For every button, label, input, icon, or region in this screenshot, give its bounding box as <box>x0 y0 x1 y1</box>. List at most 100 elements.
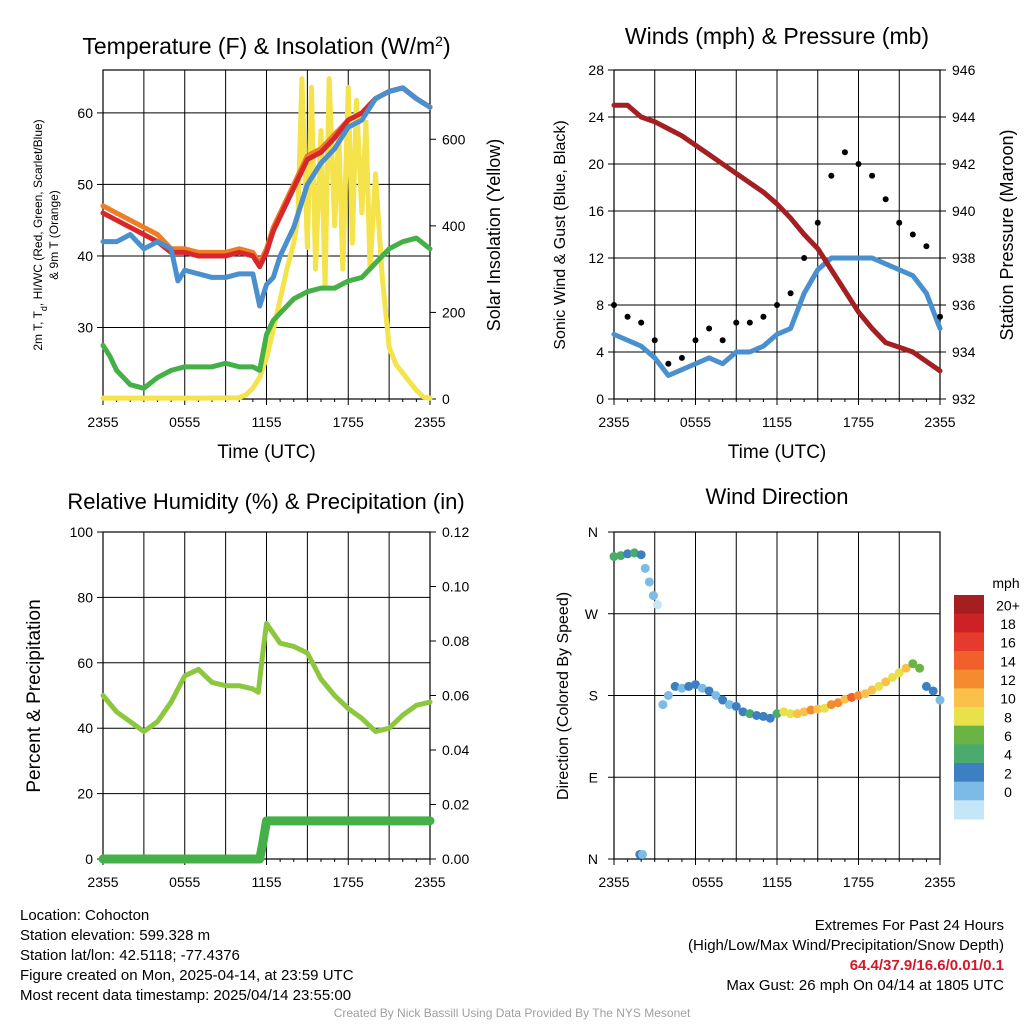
rh-xtick-label: 0555 <box>169 874 200 890</box>
wind-series-point <box>801 255 808 261</box>
wind-series-point <box>624 313 631 320</box>
dir-point <box>806 705 816 715</box>
rh-series-line <box>98 816 435 864</box>
wind-series-point <box>760 313 767 320</box>
wind-ytick-label: 4 <box>596 344 604 360</box>
colorbar-swatch <box>954 651 984 671</box>
colorbar-swatch <box>954 781 984 801</box>
dir-point <box>658 700 668 710</box>
rh-xtick-label: 1755 <box>333 874 364 890</box>
max-gust-text: Max Gust: 26 mph On 04/14 at 1805 UTC <box>726 977 1004 994</box>
dir-point <box>826 700 836 710</box>
temp-y2tick-label: 0 <box>442 391 450 407</box>
wind-series-point <box>909 231 916 238</box>
temp-ytick-label: 40 <box>77 248 93 264</box>
rh-series-line <box>100 621 433 734</box>
dir-point <box>847 692 857 702</box>
temp-series-line <box>100 76 433 401</box>
temp-series-line <box>100 85 433 309</box>
wind-xtick-label: 1155 <box>762 414 792 430</box>
rh-y2tick-label: 0.10 <box>442 579 469 595</box>
colorbar-swatch <box>954 595 984 615</box>
dir-point <box>711 691 721 700</box>
wind-ytick-label: 20 <box>588 156 604 172</box>
wind-series-line <box>611 102 943 374</box>
rh-title: Relative Humidity (%) & Precipitation (i… <box>67 489 464 514</box>
dir-xtick-label: 1155 <box>762 874 792 890</box>
rh-y2tick-label: 0.12 <box>442 524 469 540</box>
dir-point <box>718 695 728 705</box>
credit-text: Created By Nick Bassill Using Data Provi… <box>333 1006 691 1020</box>
wind-series-point <box>828 172 835 179</box>
temp-ytick-label: 60 <box>77 105 93 121</box>
dir-point <box>616 551 626 561</box>
rh-xtick-label: 2355 <box>87 874 118 890</box>
rh-ytick-label: 60 <box>77 655 93 671</box>
rh-ytick-label: 0 <box>85 851 93 867</box>
dir-point <box>772 709 782 719</box>
wind-series-point <box>774 302 780 308</box>
dir-point <box>663 691 673 700</box>
wind-series-point <box>665 360 672 367</box>
wind-xtick-label: 1755 <box>843 414 874 430</box>
dir-point <box>908 659 918 669</box>
dir-point <box>648 591 658 601</box>
dir-point <box>887 672 897 682</box>
dir-point <box>644 577 654 587</box>
colorbar-title: mph <box>992 575 1019 591</box>
wind-series-point <box>882 196 889 203</box>
wind-ytick-label: 16 <box>588 203 604 219</box>
dir-point <box>901 663 911 673</box>
rh-xtick-label: 1155 <box>251 874 281 890</box>
rh-ylabel: Percent & Precipitation <box>24 599 45 792</box>
temp-ylabel-2: & 9m T (Orange) <box>47 190 61 280</box>
colorbar-label: 4 <box>1004 747 1012 763</box>
wind-y2tick-label: 944 <box>952 109 976 125</box>
rh-y2tick-label: 0.06 <box>442 688 469 704</box>
dir-point <box>704 686 714 696</box>
colorbar-label: 16 <box>1000 635 1016 651</box>
dir-point <box>915 663 925 673</box>
dir-ytick-label: E <box>589 769 598 785</box>
wind-y2label: Station Pressure (Maroon) <box>997 129 1017 340</box>
colorbar-label: 14 <box>1000 653 1016 669</box>
dir-point <box>652 600 662 610</box>
dir-xtick-label: 2355 <box>598 874 629 890</box>
temp-xtick-label: 2355 <box>414 414 445 430</box>
dir-point <box>623 549 633 559</box>
wind-series-point <box>651 337 658 344</box>
extremes-values: 64.4/37.9/16.6/0.01/0.1 <box>849 957 1004 974</box>
wind-ytick-label: 8 <box>596 297 604 313</box>
wind-ytick-label: 24 <box>588 109 604 125</box>
dir-point <box>820 703 830 713</box>
elevation-text: Station elevation: 599.328 m <box>20 927 211 944</box>
wind-y2tick-label: 942 <box>952 156 976 172</box>
colorbar-label: 0 <box>1004 784 1012 800</box>
temp-xtick-label: 0555 <box>169 414 200 430</box>
wind-series-point <box>814 219 821 226</box>
wind-xtick-label: 0555 <box>680 414 711 430</box>
dir-point <box>670 681 680 691</box>
rh-xtick-label: 2355 <box>414 874 445 890</box>
latlon-text: Station lat/lon: 42.5118; -77.4376 <box>20 947 240 964</box>
dir-xtick-label: 0555 <box>692 874 723 890</box>
dir-point <box>860 689 870 699</box>
dir-point <box>854 691 863 700</box>
colorbar-swatch <box>954 744 984 764</box>
dir-ytick-label: N <box>588 851 598 867</box>
temp-y2label: Solar Insolation (Yellow) <box>484 139 504 331</box>
wind-series-point <box>719 337 726 344</box>
colorbar-swatch <box>954 725 984 745</box>
temp-xlabel: Time (UTC) <box>217 442 316 463</box>
dir-point <box>833 698 843 708</box>
temp-ytick-label: 30 <box>77 319 93 335</box>
wind-y2tick-label: 946 <box>952 62 976 78</box>
dir-point <box>928 686 938 696</box>
dir-point <box>752 710 762 720</box>
temp-ylabel: 2m T, Td, HI/WC (Red, Green, Scarlet/Blu… <box>31 119 49 350</box>
dir-point <box>758 711 768 721</box>
wind-series-point <box>746 319 753 326</box>
rh-ytick-label: 80 <box>77 589 93 605</box>
wind-y2tick-label: 936 <box>952 297 976 313</box>
extremes-subtitle: (High/Low/Max Wind/Precipitation/Snow De… <box>688 937 1004 954</box>
